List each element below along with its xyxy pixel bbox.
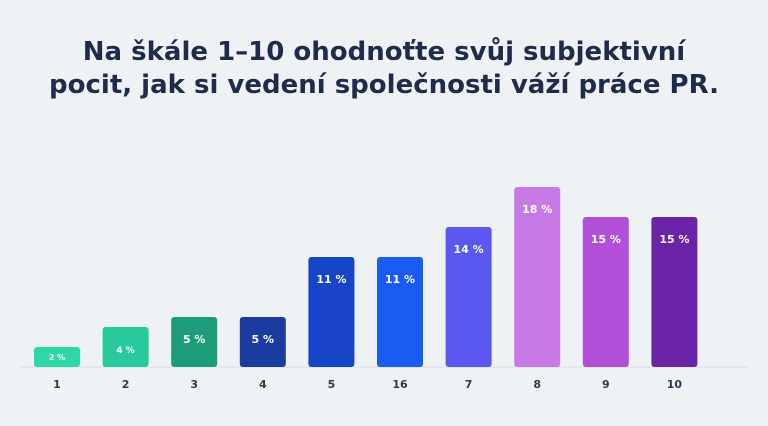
bar-value-label-8: 18 %: [522, 203, 552, 216]
bar-value-label-6: 11 %: [385, 273, 415, 286]
x-tick-label-7: 7: [465, 378, 473, 391]
bar-1: [34, 347, 80, 367]
bar-6: [377, 257, 423, 367]
bar-value-label-5: 11 %: [316, 273, 346, 286]
bar-5: [308, 257, 355, 367]
chart-title-line-1: Na škále 1–10 ohodnoťte svůj subjektivní: [82, 37, 686, 67]
chart-title: Na škále 1–10 ohodnoťte svůj subjektivní…: [0, 36, 768, 102]
bar-value-label-3: 5 %: [183, 333, 206, 346]
bar-8: [514, 187, 561, 367]
x-tick-label-8: 8: [533, 378, 541, 391]
bar-value-label-2: 4 %: [116, 346, 134, 356]
bar-value-label-7: 14 %: [454, 243, 484, 256]
x-tick-label-10: 10: [667, 378, 683, 391]
bar-7: [445, 227, 492, 367]
bar-4: [239, 317, 286, 367]
chart-title-line-2: pocit, jak si vedení společnosti váží pr…: [49, 70, 719, 100]
bar-value-label-4: 5 %: [252, 333, 275, 346]
x-tick-label-5: 5: [328, 378, 336, 391]
bar-value-label-1: 2 %: [49, 353, 65, 362]
x-tick-label-4: 4: [259, 378, 267, 391]
bar-value-label-10: 15 %: [659, 233, 689, 246]
bar-value-label-9: 15 %: [591, 233, 621, 246]
x-tick-label-3: 3: [190, 378, 198, 391]
bar-9: [582, 217, 629, 367]
bar-3: [171, 317, 218, 367]
x-tick-label-9: 9: [602, 378, 610, 391]
bar-2: [102, 327, 149, 367]
x-tick-label-2: 2: [122, 378, 130, 391]
x-tick-label-1: 1: [53, 378, 61, 391]
x-tick-label-6: 16: [392, 378, 408, 391]
bar-10: [651, 217, 698, 367]
